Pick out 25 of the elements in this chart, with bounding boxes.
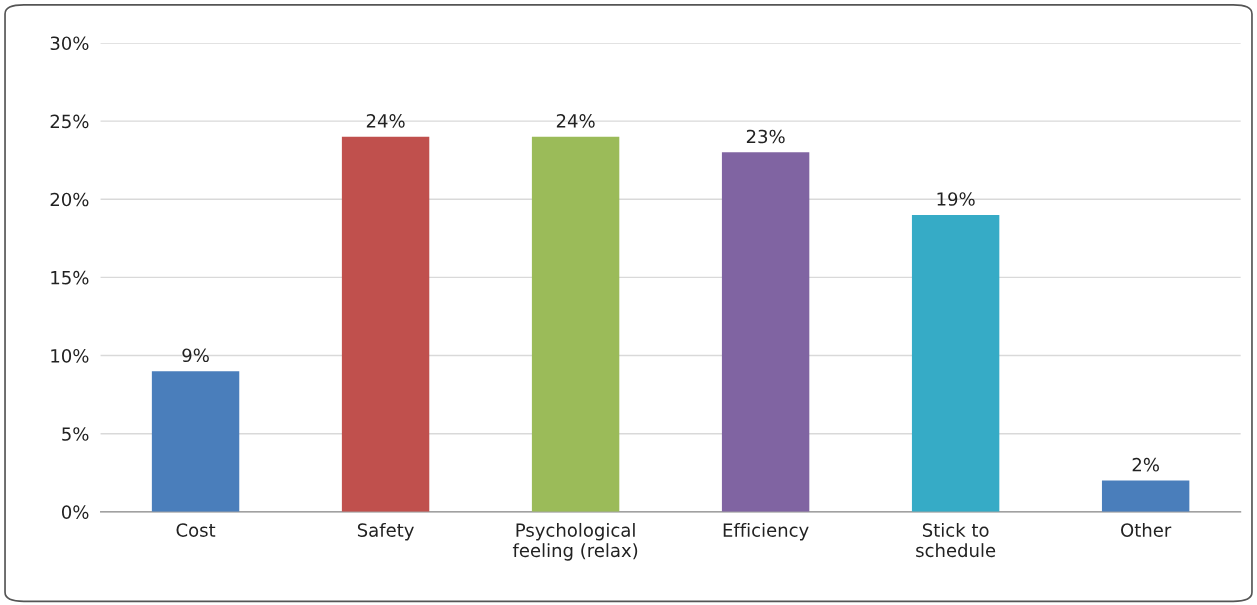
y-tick-label: 0% (62, 505, 89, 519)
data-label: 2% (1132, 457, 1159, 472)
x-tick-label: Stick to schedule (916, 522, 996, 558)
bar (721, 152, 810, 512)
y-tick-label: 5% (62, 427, 89, 441)
data-label: 23% (746, 129, 785, 144)
bar (531, 136, 620, 512)
y-tick-label: 15% (51, 270, 89, 285)
data-label: 24% (366, 114, 405, 128)
bar (911, 214, 1000, 512)
x-tick-label: Psychological feeling (relax) (512, 522, 638, 561)
x-tick-label: Safety (357, 522, 414, 541)
bar (341, 136, 430, 512)
data-label: 9% (182, 348, 209, 363)
bar (151, 371, 240, 512)
x-tick-label: Cost (176, 523, 216, 537)
x-tick-label: Other (1121, 522, 1172, 537)
y-tick-label: 25% (50, 114, 89, 129)
x-tick-label: Efficiency (723, 522, 809, 541)
bar (1101, 480, 1190, 512)
y-tick-label: 30% (50, 36, 89, 51)
y-tick-label: 20% (50, 192, 89, 207)
y-tick-label: 10% (51, 349, 89, 363)
data-label: 19% (937, 192, 975, 206)
data-label: 24% (556, 114, 595, 128)
